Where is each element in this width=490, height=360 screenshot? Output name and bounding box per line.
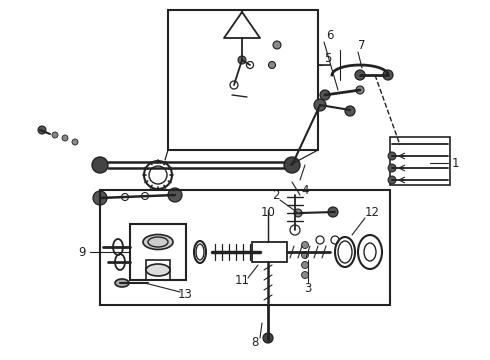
Bar xyxy=(168,10,318,150)
Circle shape xyxy=(62,135,68,141)
Circle shape xyxy=(314,99,326,111)
Circle shape xyxy=(294,209,302,217)
Bar xyxy=(390,137,450,185)
Text: 3: 3 xyxy=(304,282,312,294)
Circle shape xyxy=(345,106,355,116)
Text: 5: 5 xyxy=(324,51,332,64)
Circle shape xyxy=(301,271,309,279)
Text: 13: 13 xyxy=(177,288,193,302)
Circle shape xyxy=(388,152,396,160)
Circle shape xyxy=(92,157,108,173)
Ellipse shape xyxy=(146,264,170,276)
Ellipse shape xyxy=(115,279,129,287)
Circle shape xyxy=(52,132,58,138)
Circle shape xyxy=(38,126,46,134)
Text: 7: 7 xyxy=(358,39,366,51)
Circle shape xyxy=(269,62,275,68)
Circle shape xyxy=(388,176,396,184)
Text: 11: 11 xyxy=(235,274,249,287)
Bar xyxy=(252,242,287,262)
Circle shape xyxy=(72,139,78,145)
Text: 10: 10 xyxy=(261,206,275,219)
Circle shape xyxy=(263,333,273,343)
Circle shape xyxy=(301,261,309,269)
Circle shape xyxy=(284,157,300,173)
Text: 4: 4 xyxy=(301,184,309,197)
Circle shape xyxy=(168,188,182,202)
Circle shape xyxy=(273,41,281,49)
Bar xyxy=(130,224,186,280)
Text: 8: 8 xyxy=(251,336,259,348)
Circle shape xyxy=(355,70,365,80)
Text: 1: 1 xyxy=(451,157,459,170)
Text: 9: 9 xyxy=(78,246,86,258)
Circle shape xyxy=(93,191,107,205)
Circle shape xyxy=(356,86,364,94)
Ellipse shape xyxy=(143,234,173,249)
Circle shape xyxy=(238,56,246,64)
Circle shape xyxy=(388,164,396,172)
Circle shape xyxy=(301,252,309,258)
Bar xyxy=(146,260,170,280)
Text: 2: 2 xyxy=(272,189,280,202)
Circle shape xyxy=(320,90,330,100)
Text: 12: 12 xyxy=(365,206,379,219)
Circle shape xyxy=(328,207,338,217)
Bar xyxy=(100,190,390,305)
Text: 6: 6 xyxy=(326,28,334,41)
Circle shape xyxy=(383,70,393,80)
Circle shape xyxy=(301,242,309,248)
